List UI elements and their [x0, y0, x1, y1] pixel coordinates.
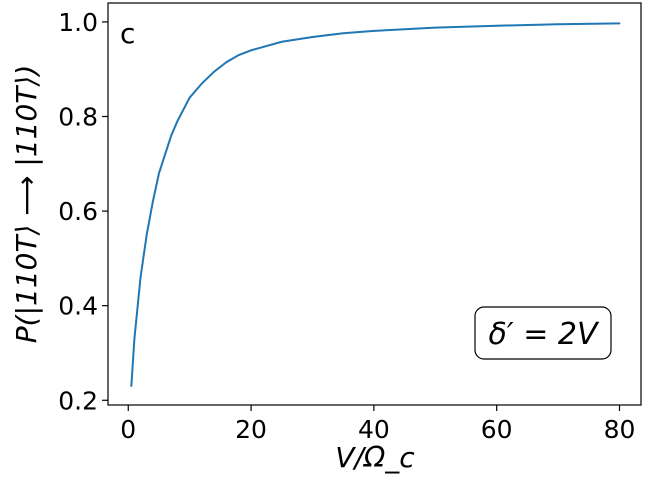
- y-axis-ticks: 0.2 0.4 0.6 0.8 1.0: [58, 8, 108, 415]
- data-point: [311, 36, 314, 38]
- series-points: [130, 22, 621, 387]
- y-tick-label: 0.2: [58, 386, 98, 415]
- data-point: [372, 30, 375, 32]
- annotation-text: δ′ = 2V: [489, 317, 600, 352]
- annotation-box: [474, 306, 612, 360]
- y-axis-label: P(|110T⟩ ⟶ |110T⟩): [10, 65, 43, 343]
- data-point: [618, 22, 621, 25]
- data-point: [151, 200, 154, 203]
- data-point: [158, 172, 160, 175]
- panel-label: c: [120, 17, 135, 50]
- y-tick-label: 1.0: [58, 8, 98, 37]
- data-point: [280, 40, 283, 43]
- y-tick-label: 0.4: [58, 292, 98, 321]
- data-point: [145, 233, 148, 236]
- x-tick-label: 80: [604, 415, 636, 444]
- x-tick-label: 20: [235, 415, 267, 444]
- x-tick-label: 0: [120, 415, 136, 444]
- data-point: [170, 134, 173, 137]
- data-point: [250, 49, 252, 52]
- data-point: [176, 120, 179, 123]
- data-point: [133, 337, 136, 340]
- data-point: [495, 24, 498, 27]
- data-point: [434, 26, 437, 29]
- data-point: [201, 82, 203, 85]
- data-point: [139, 276, 142, 279]
- data-point: [130, 385, 133, 387]
- x-tick-label: 40: [358, 415, 390, 444]
- x-axis-label: V/Ω_c: [335, 441, 415, 474]
- data-point: [164, 153, 167, 156]
- x-axis-ticks: 0 20 40 60 80: [120, 405, 635, 444]
- y-tick-label: 0.6: [58, 197, 98, 226]
- data-point: [213, 70, 216, 73]
- data-point: [237, 54, 240, 56]
- data-point: [225, 61, 228, 64]
- data-point: [342, 32, 345, 35]
- x-tick-label: 60: [481, 415, 513, 444]
- data-point: [557, 23, 560, 26]
- y-tick-label: 0.8: [58, 103, 98, 132]
- data-point: [188, 96, 191, 99]
